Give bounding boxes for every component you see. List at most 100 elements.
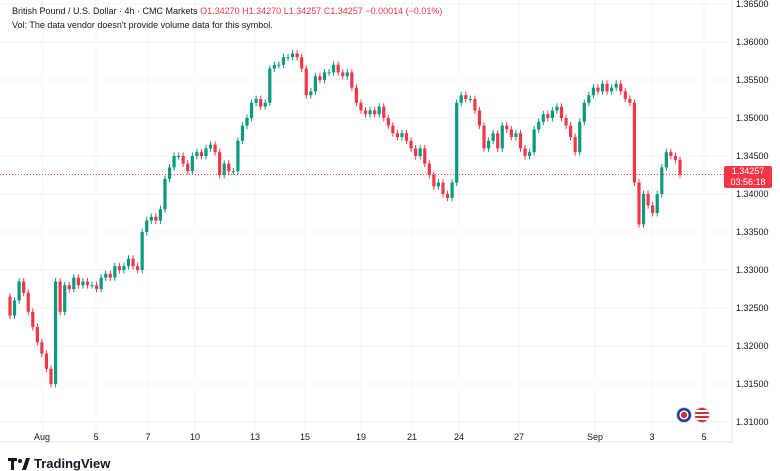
candle [596,84,600,95]
symbol-legend[interactable]: British Pound / U.S. Dollar · 4h · CMC M… [12,6,442,16]
candle [336,61,340,76]
candle [391,122,395,137]
legend-high: H1.34270 [242,6,282,16]
candle [227,160,231,175]
candle [464,91,468,103]
candle [373,106,377,118]
candle [222,160,226,179]
legend-open: O1.34270 [200,6,240,16]
candle [386,114,390,130]
candle [350,68,354,92]
candle [94,281,99,293]
y-tick-label: 1.32000 [736,341,769,351]
candle [318,72,322,84]
candle [505,122,509,133]
price-tag-value: 1.34257 [731,166,765,176]
candle [300,53,304,73]
candle [208,141,213,152]
candle [126,255,131,270]
candle [76,274,80,289]
candle [418,144,422,160]
candle [327,68,331,76]
y-tick-label: 1.33000 [736,265,769,275]
x-tick-label: 24 [454,432,464,442]
candle [290,49,295,61]
candle [591,84,596,99]
currency-flags[interactable] [676,407,710,423]
candle [158,205,163,225]
candle [468,95,472,103]
candle [473,95,477,114]
x-tick-label: 27 [514,432,524,442]
candles [8,49,682,388]
price-tag-countdown: 03:56:18 [730,177,766,187]
candle [368,106,372,118]
candle [441,179,445,198]
candle [354,84,358,107]
legend-change: −0.00014 (−0.01%) [365,6,443,16]
candle [632,99,637,187]
candle [423,144,427,168]
candle [363,106,368,118]
x-tick-label: 21 [407,432,417,442]
candle [304,65,308,99]
candle [17,277,21,304]
candle [587,91,591,107]
candle [359,99,363,114]
candle [527,148,532,160]
candle [445,190,450,202]
candle [81,277,85,289]
candle [236,137,240,175]
candle [559,103,564,122]
y-tick-label: 1.35500 [736,75,769,85]
candle [199,148,204,160]
legend-symbol: British Pound / U.S. Dollar · 4h · CMC M… [12,6,198,16]
candle [53,277,58,388]
candle [550,106,554,122]
chart-grid [0,0,732,442]
candle [486,137,491,152]
brand-name: TradingView [34,456,111,471]
candle [578,118,582,156]
candle [240,122,245,145]
candle [85,277,90,289]
candle [117,262,121,274]
candle [518,129,523,152]
candle [345,68,349,80]
candle [628,95,632,107]
candle [573,133,577,156]
time-axis[interactable]: Aug 5 7 10 13 15 19 21 24 27 Sep 3 5 [34,432,707,442]
candle [641,190,646,228]
x-tick-label: 15 [300,432,310,442]
candle [377,103,381,118]
candle [172,152,176,171]
candle [263,99,267,111]
candle [459,91,463,107]
candle [295,49,299,61]
price-axis[interactable]: 1.36500 1.36000 1.35500 1.35000 1.34500 1.340… [736,0,769,427]
candle [286,53,290,61]
candle [600,80,605,95]
candle [482,122,486,152]
candle [651,201,655,217]
candle [181,152,185,168]
x-tick-label: 3 [649,432,654,442]
y-tick-label: 1.31000 [736,417,769,427]
candle [409,137,413,152]
tradingview-logo[interactable]: TradingView [8,456,110,471]
usd-flag-icon [694,407,710,423]
y-tick-label: 1.31500 [736,379,769,389]
candle [218,148,222,179]
legend-close: C1.34257 [323,6,363,16]
y-tick-label: 1.36000 [736,37,769,47]
volume-note: Vol: The data vendor doesn't provide vol… [12,20,273,30]
candle [450,179,454,202]
candle [268,65,272,107]
candle [322,68,327,84]
y-tick-label: 1.34500 [736,151,769,161]
candle [44,350,49,373]
candle [664,148,668,171]
candle [673,152,678,164]
candle [259,95,263,111]
